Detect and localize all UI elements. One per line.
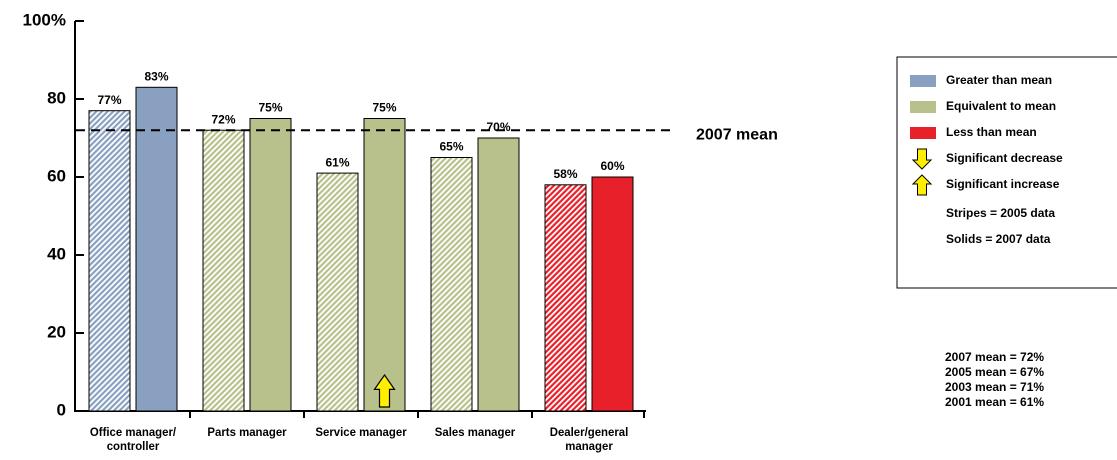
note: 2007 mean = 72% <box>945 350 1044 364</box>
bar <box>88 110 131 412</box>
note: 2001 mean = 61% <box>945 395 1044 409</box>
legend-swatch <box>910 101 936 113</box>
note: 2003 mean = 71% <box>945 380 1044 394</box>
x-tick-label: Dealer/general manager <box>549 425 629 453</box>
legend-label: Significant increase <box>946 177 1060 191</box>
legend-swatch <box>910 127 936 139</box>
x-tick-label: Service manager <box>315 425 407 439</box>
mean-label: 2007 mean <box>696 126 778 143</box>
legend-label: Greater than mean <box>946 73 1052 87</box>
value-label: 61% <box>325 155 349 169</box>
bar <box>477 137 520 412</box>
note: 2005 mean = 67% <box>945 365 1044 379</box>
value-label: 75% <box>372 101 396 115</box>
significance-arrow <box>373 373 396 408</box>
bar <box>135 86 178 412</box>
x-tick-label: Parts manager <box>207 425 287 439</box>
value-label: 83% <box>144 69 168 83</box>
value-label: 77% <box>97 93 121 107</box>
legend-arrow <box>911 148 933 170</box>
legend-label: Equivalent to mean <box>946 99 1056 113</box>
value-label: 60% <box>600 159 624 173</box>
value-label: 65% <box>439 140 463 154</box>
bar <box>316 172 359 412</box>
legend-swatch <box>910 75 936 87</box>
legend-label: Significant decrease <box>946 151 1063 165</box>
x-tick-label: Office manager/ controller <box>89 425 177 453</box>
bar <box>363 118 406 412</box>
y-tick-label: 100% <box>23 10 66 29</box>
legend-arrow <box>911 174 933 196</box>
y-tick-label: 80 <box>47 88 66 107</box>
y-tick-label: 0 <box>57 400 66 419</box>
x-tick-label: Sales manager <box>434 425 516 439</box>
y-tick-label: 20 <box>47 322 66 341</box>
y-tick-label: 40 <box>47 244 66 263</box>
value-label: 58% <box>553 167 577 181</box>
y-tick-label: 60 <box>47 166 66 185</box>
bar <box>544 184 587 412</box>
legend-box <box>896 56 1117 289</box>
value-label: 75% <box>258 101 282 115</box>
bar <box>430 157 473 412</box>
value-label: 70% <box>486 120 510 134</box>
bar <box>202 129 245 412</box>
legend-label: Solids = 2007 data <box>946 232 1051 246</box>
legend-label: Less than mean <box>946 125 1037 139</box>
bar <box>249 118 292 412</box>
bar <box>591 176 634 412</box>
legend-label: Stripes = 2005 data <box>946 206 1055 220</box>
value-label: 72% <box>211 112 235 126</box>
